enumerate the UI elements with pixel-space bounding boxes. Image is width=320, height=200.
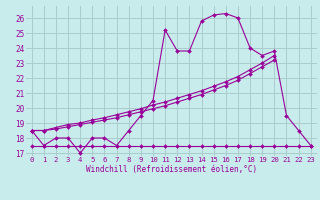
X-axis label: Windchill (Refroidissement éolien,°C): Windchill (Refroidissement éolien,°C) xyxy=(86,165,257,174)
